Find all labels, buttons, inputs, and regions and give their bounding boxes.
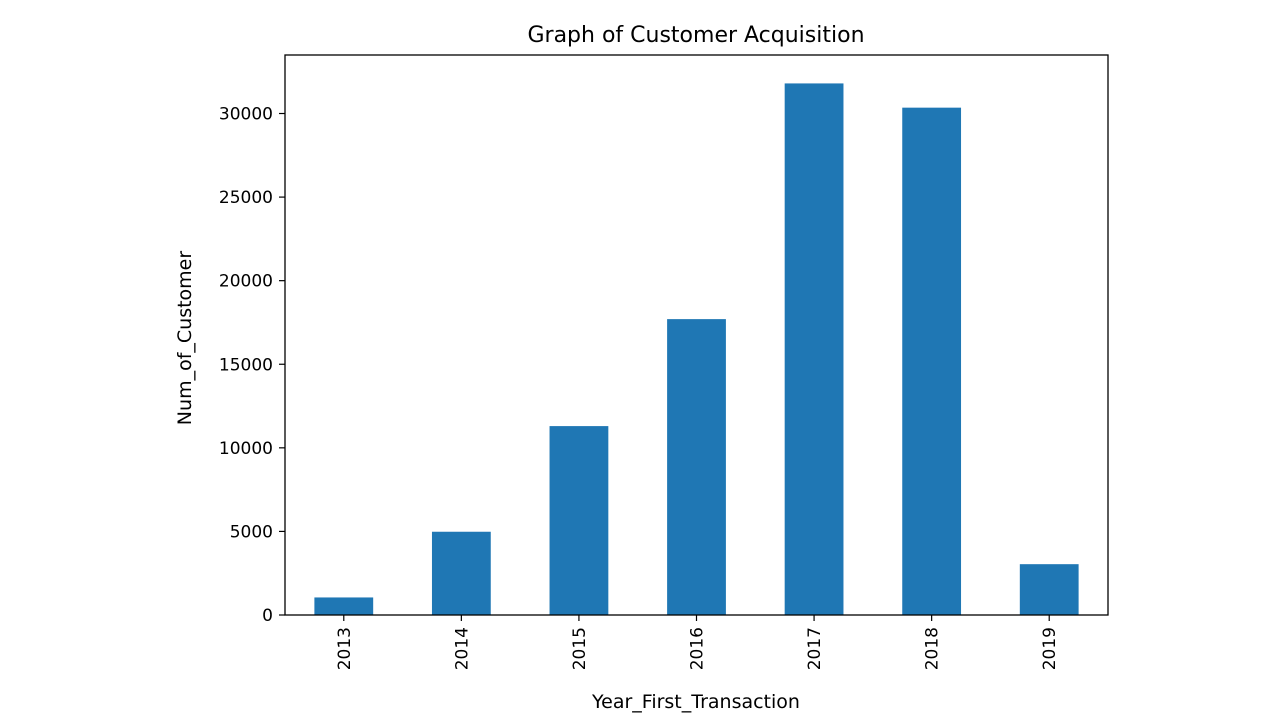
x-tick-label: 2016 xyxy=(688,627,708,670)
y-tick-label: 10000 xyxy=(219,439,273,459)
bar-2014 xyxy=(431,531,491,615)
y-tick-label: 20000 xyxy=(219,272,273,292)
x-tick-label: 2019 xyxy=(1040,627,1060,670)
y-axis-label: Num_of_Customer xyxy=(174,251,196,426)
y-tick-label: 15000 xyxy=(219,355,273,375)
bar-2015 xyxy=(549,426,609,615)
y-tick-label: 5000 xyxy=(230,522,273,542)
y-tick-label: 25000 xyxy=(219,188,273,208)
plot-frame xyxy=(284,54,1109,616)
x-tick-label: 2017 xyxy=(805,627,825,670)
bar-2013 xyxy=(314,597,374,615)
y-tick-label: 0 xyxy=(262,606,273,626)
chart-title: Graph of Customer Acquisition xyxy=(527,23,864,48)
x-tick-label: 2015 xyxy=(570,627,590,670)
x-tick-label: 2013 xyxy=(335,627,355,670)
y-axis: 0 5000 10000 15000 20000 25000 30000 xyxy=(219,105,285,626)
bar-2017 xyxy=(784,83,844,616)
bar-2018 xyxy=(902,107,962,615)
bars-layer xyxy=(314,83,1079,616)
bar-2019 xyxy=(1019,564,1079,615)
x-axis-label: Year_First_Transaction xyxy=(591,691,800,713)
x-tick-label: 2018 xyxy=(923,627,943,670)
y-tick-label: 30000 xyxy=(219,105,273,125)
x-tick-label: 2014 xyxy=(452,627,472,670)
x-axis: 2013 2014 2015 2016 2017 2018 2019 xyxy=(335,615,1060,670)
bar-2016 xyxy=(667,319,726,615)
